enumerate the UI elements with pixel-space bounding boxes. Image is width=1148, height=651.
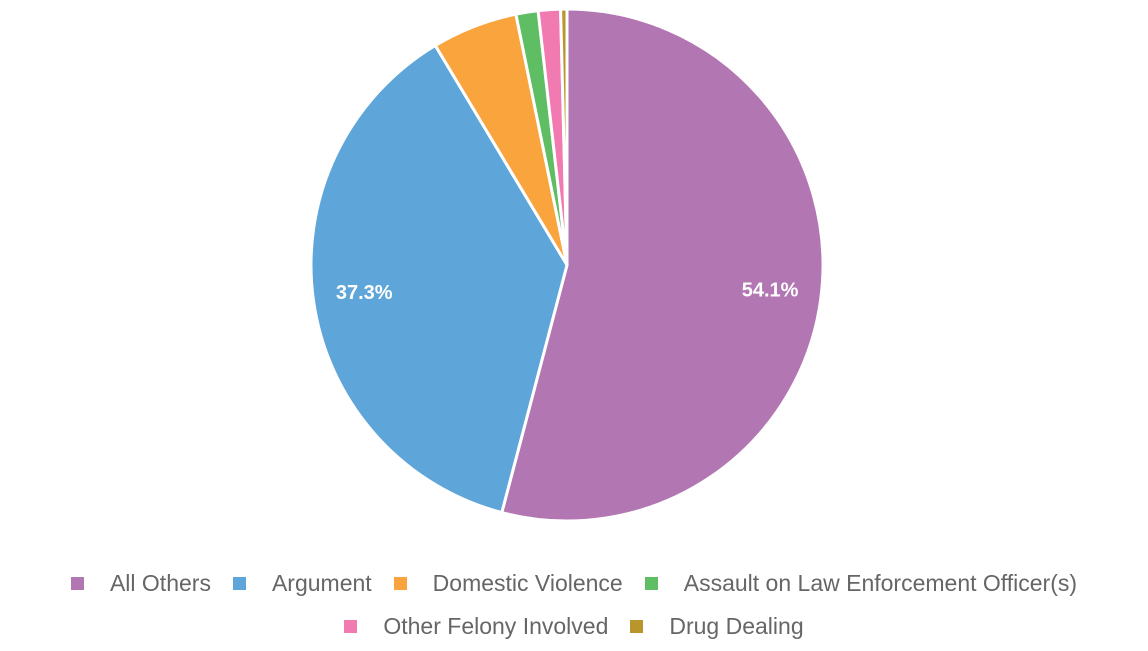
legend-swatch [644, 576, 658, 590]
legend-label: All Others [109, 570, 211, 596]
legend-swatch [630, 619, 644, 633]
legend-item-assault-on-law-enforcement[interactable]: Assault on Law Enforcement Officer(s) [644, 568, 1078, 598]
legend-item-argument[interactable]: Argument [232, 568, 372, 598]
legend-swatch [344, 619, 358, 633]
pie-slice-drug-dealing[interactable] [559, 7, 569, 267]
legend-item-domestic-violence[interactable]: Domestic Violence [393, 568, 623, 598]
pie-chart-plot: 54.1% 37.3% [309, 7, 825, 523]
legend-label: Argument [271, 570, 372, 596]
legend-label: Drug Dealing [669, 613, 804, 639]
legend-label: Other Felony Involved [383, 613, 609, 639]
slice-value-label-argument: 37.3% [336, 282, 393, 304]
legend-label: Domestic Violence [432, 570, 623, 596]
legend-swatch [393, 576, 407, 590]
legend-swatch [232, 576, 246, 590]
legend-label: Assault on Law Enforcement Officer(s) [683, 570, 1078, 596]
slice-value-label-all-others: 54.1% [742, 280, 799, 302]
legend-item-drug-dealing[interactable]: Drug Dealing [630, 611, 804, 641]
pie-slice-argument[interactable] [309, 43, 569, 515]
legend-swatch [70, 576, 84, 590]
pie-slice-all-others[interactable] [500, 7, 825, 523]
legend-item-all-others[interactable]: All Others [70, 568, 211, 598]
legend-row-2: Other Felony Involved Drug Dealing [0, 611, 1148, 641]
legend-row-1: All Others Argument Domestic Violence As… [0, 568, 1148, 598]
legend-item-other-felony-involved[interactable]: Other Felony Involved [344, 611, 608, 641]
